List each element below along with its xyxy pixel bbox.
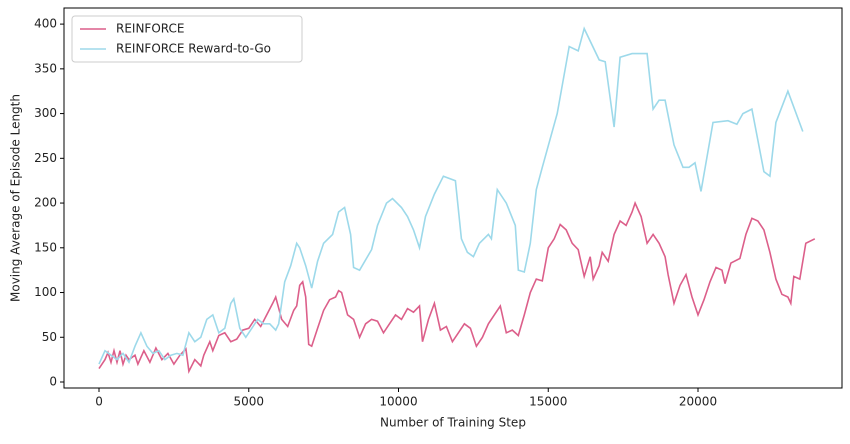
y-tick-label: 150 (34, 240, 57, 254)
y-tick-label: 400 (34, 17, 57, 31)
line-series (98, 26, 804, 365)
legend-label: REINFORCE (116, 22, 184, 36)
y-axis-label: Moving Average of Episode Length (9, 94, 23, 302)
y-tick-label: 0 (49, 375, 57, 389)
legend-box (71, 15, 303, 63)
y-tick-label: 350 (34, 61, 57, 75)
x-tick-label: 0 (95, 395, 103, 409)
y-tick-label: 100 (34, 285, 57, 299)
line-series (98, 200, 816, 374)
y-tick-label: 200 (34, 196, 57, 210)
x-tick-label: 10000 (379, 395, 417, 409)
x-axis-label: Number of Training Step (380, 416, 526, 430)
y-tick-label: 50 (42, 330, 57, 344)
x-tick-label: 5000 (233, 395, 264, 409)
x-tick-label: 20000 (679, 395, 717, 409)
plot-frame (63, 7, 843, 389)
y-tick-label: 250 (34, 151, 57, 165)
y-tick-label: 300 (34, 106, 57, 120)
legend-label: REINFORCE Reward-to-Go (116, 42, 271, 56)
x-tick-label: 15000 (529, 395, 567, 409)
